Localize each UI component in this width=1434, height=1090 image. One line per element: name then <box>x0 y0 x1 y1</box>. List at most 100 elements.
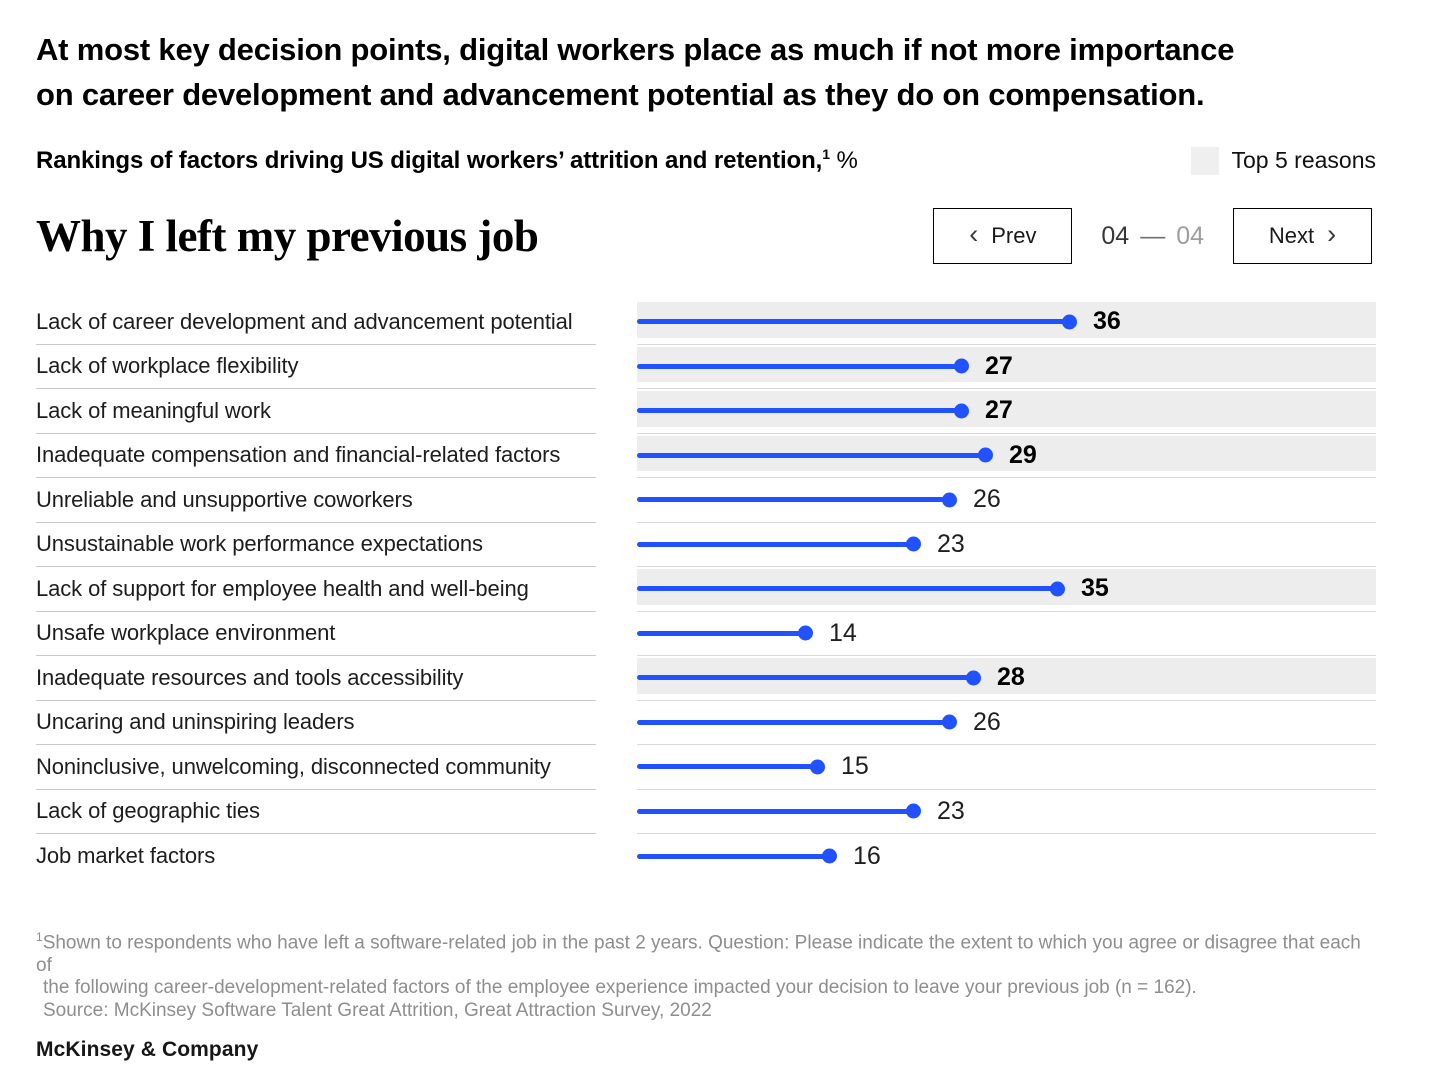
chart-row: Lack of meaningful work 27 <box>0 389 1434 434</box>
bar-value: 14 <box>829 618 857 647</box>
footnote-marker-superscript: 1 <box>822 146 830 162</box>
chart-row: Lack of support for employee health and … <box>0 567 1434 612</box>
bar <box>637 759 825 775</box>
page-indicator-current: 04 <box>1101 221 1130 250</box>
chart-row: Lack of workplace flexibility 27 <box>0 345 1434 389</box>
page-indicator-separator: — <box>1140 221 1166 250</box>
bar-value: 29 <box>1009 440 1037 469</box>
bar-endpoint-dot <box>798 625 813 641</box>
bar <box>637 447 993 463</box>
row-bar-area: 29 <box>637 434 1376 478</box>
bar <box>637 670 981 686</box>
bar-value: 36 <box>1093 307 1121 336</box>
bar <box>637 581 1065 597</box>
panel-heading: Why I left my previous job <box>36 211 539 261</box>
bar-value: 23 <box>937 796 965 825</box>
footnote-text1: Shown to respondents who have left a sof… <box>36 932 1361 976</box>
chart-row: Inadequate resources and tools accessibi… <box>0 656 1434 701</box>
bar-endpoint-dot <box>906 536 921 552</box>
footnote-marker: 1 <box>36 930 43 944</box>
row-bar-area: 14 <box>637 612 1376 656</box>
chart-row: Inadequate compensation and financial-re… <box>0 434 1434 478</box>
bar-value: 35 <box>1081 574 1109 603</box>
bar <box>637 492 957 508</box>
bar-endpoint-dot <box>942 492 957 508</box>
bar-value: 27 <box>985 351 1013 380</box>
chart-row: Unsafe workplace environment 14 <box>0 612 1434 656</box>
row-bar-area: 23 <box>637 523 1376 567</box>
bar-endpoint-dot <box>942 714 957 730</box>
row-bar-area: 23 <box>637 790 1376 834</box>
bar-endpoint-dot <box>1062 314 1077 330</box>
row-label: Lack of meaningful work <box>36 389 596 434</box>
bar-endpoint-dot <box>954 358 969 374</box>
bar-value: 26 <box>973 485 1001 514</box>
prev-button[interactable]: ‹ Prev <box>933 208 1073 264</box>
bar <box>637 714 957 730</box>
panel-header: Why I left my previous job ‹ Prev 04 — 0… <box>36 205 1372 267</box>
footnote-line1: 1Shown to respondents who have left a so… <box>36 926 1381 977</box>
row-label: Unsustainable work performance expectati… <box>36 523 596 567</box>
chevron-right-icon: › <box>1327 219 1337 249</box>
bar <box>637 848 837 864</box>
row-label: Lack of career development and advanceme… <box>36 300 596 345</box>
row-label: Inadequate compensation and financial-re… <box>36 434 596 478</box>
chart-row: Unsustainable work performance expectati… <box>0 523 1434 567</box>
chart-subtitle: Rankings of factors driving US digital w… <box>36 146 858 175</box>
legend-label: Top 5 reasons <box>1231 147 1376 173</box>
bar <box>637 314 1077 330</box>
bar-endpoint-dot <box>978 447 993 463</box>
row-label: Uncaring and uninspiring leaders <box>36 701 596 745</box>
chart-row: Uncaring and uninspiring leaders 26 <box>0 701 1434 745</box>
bar-value: 23 <box>937 529 965 558</box>
chart-row: Lack of career development and advanceme… <box>0 300 1434 345</box>
bar-endpoint-dot <box>966 670 981 686</box>
legend-swatch-icon <box>1190 146 1219 175</box>
footnote-line2: the following career-development-related… <box>43 977 1197 999</box>
row-bar-area: 28 <box>637 656 1376 701</box>
chart-subtitle-text: Rankings of factors driving US digital w… <box>36 147 823 174</box>
brand-logo: McKinsey & Company <box>36 1038 259 1061</box>
footnote: 1Shown to respondents who have left a so… <box>36 926 1381 1022</box>
legend: Top 5 reasons <box>1190 146 1376 175</box>
bar-value: 15 <box>841 752 869 781</box>
bar <box>637 625 813 641</box>
row-label: Lack of workplace flexibility <box>36 345 596 389</box>
page-title: At most key decision points, digital wor… <box>36 27 1376 117</box>
row-bar-area: 15 <box>637 745 1376 790</box>
bar <box>637 358 969 374</box>
page-title-line2: on career development and advancement po… <box>36 77 1205 112</box>
page-indicator: 04 — 04 <box>1101 222 1204 251</box>
footnote-source: Source: McKinsey Software Talent Great A… <box>43 999 712 1021</box>
row-bar-area: 26 <box>637 478 1376 523</box>
row-label: Noninclusive, unwelcoming, disconnected … <box>36 745 596 790</box>
row-bar-area: 26 <box>637 701 1376 745</box>
chart-row: Job market factors 16 <box>0 834 1434 879</box>
bar-endpoint-dot <box>1050 581 1065 597</box>
row-bar-area: 27 <box>637 389 1376 434</box>
chart-row: Noninclusive, unwelcoming, disconnected … <box>0 745 1434 790</box>
bar-value: 26 <box>973 707 1001 736</box>
row-label: Lack of support for employee health and … <box>36 567 596 612</box>
lollipop-chart: Lack of career development and advanceme… <box>0 300 1434 879</box>
chevron-left-icon: ‹ <box>969 219 979 249</box>
bar <box>637 403 969 419</box>
row-bar-area: 36 <box>637 300 1376 345</box>
chart-row: Unreliable and unsupportive coworkers 26 <box>0 478 1434 523</box>
bar-value: 27 <box>985 396 1013 425</box>
prev-button-label: Prev <box>991 223 1037 248</box>
chart-unit: % <box>836 147 858 174</box>
chart-row: Lack of geographic ties 23 <box>0 790 1434 834</box>
row-bar-area: 27 <box>637 345 1376 389</box>
bar-value: 16 <box>853 841 881 870</box>
bar-endpoint-dot <box>906 803 921 819</box>
next-button[interactable]: Next › <box>1233 208 1372 264</box>
row-label: Inadequate resources and tools accessibi… <box>36 656 596 701</box>
row-label: Unsafe workplace environment <box>36 612 596 656</box>
page-title-line1: At most key decision points, digital wor… <box>36 32 1235 67</box>
bar-endpoint-dot <box>810 759 825 775</box>
row-label: Job market factors <box>36 843 216 869</box>
bar <box>637 536 921 552</box>
bar-value: 28 <box>997 663 1025 692</box>
row-label: Unreliable and unsupportive coworkers <box>36 478 596 523</box>
